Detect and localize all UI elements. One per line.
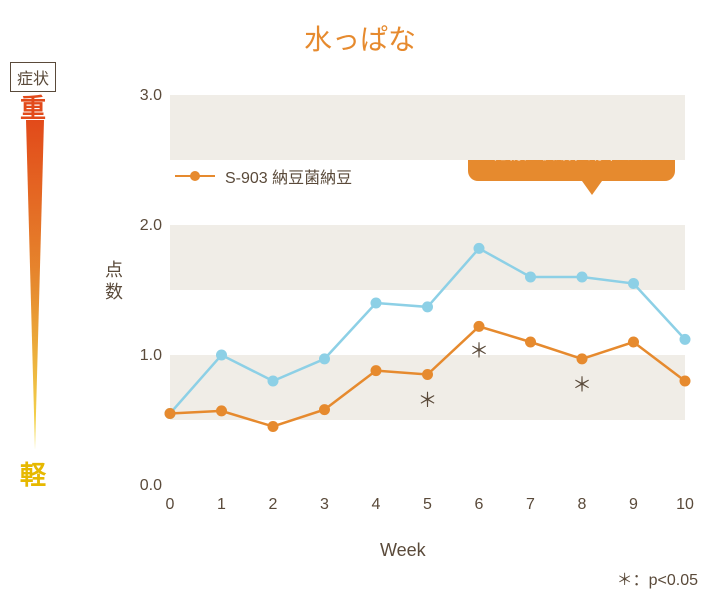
line-chart: 0.0 1.0 2.0 3.0 0 1 2 3 4 5 6 7 8 9 10 ＊ ＊ ＊ bbox=[140, 85, 695, 535]
svg-text:9: 9 bbox=[629, 496, 638, 513]
severity-gradient-icon bbox=[26, 120, 44, 450]
svg-text:1.0: 1.0 bbox=[140, 347, 162, 364]
svg-text:＊: ＊ bbox=[469, 341, 489, 363]
svg-text:2.0: 2.0 bbox=[140, 217, 162, 234]
svg-text:7: 7 bbox=[526, 496, 535, 513]
svg-text:4: 4 bbox=[372, 496, 381, 513]
svg-text:6: 6 bbox=[475, 496, 484, 513]
svg-text:10: 10 bbox=[676, 496, 694, 513]
svg-text:8: 8 bbox=[578, 496, 587, 513]
svg-text:5: 5 bbox=[423, 496, 432, 513]
svg-text:2: 2 bbox=[269, 496, 278, 513]
chart-container: 水っぱな 症状 重 軽 点数 Week ＊：p<0.05 「S-903 納豆菌」… bbox=[0, 0, 720, 600]
svg-text:1: 1 bbox=[217, 496, 226, 513]
x-axis-label: Week bbox=[380, 540, 426, 561]
chart-title: 水っぱな bbox=[0, 0, 720, 58]
svg-text:3: 3 bbox=[320, 496, 329, 513]
footnote: ＊：p<0.05 bbox=[617, 566, 698, 590]
svg-text:＊: ＊ bbox=[418, 390, 438, 412]
svg-text:＊: ＊ bbox=[572, 374, 592, 396]
y-axis-label: 点数 bbox=[100, 260, 126, 304]
svg-text:3.0: 3.0 bbox=[140, 87, 162, 104]
svg-text:0: 0 bbox=[166, 496, 175, 513]
light-label: 軽 bbox=[20, 455, 46, 492]
svg-text:0.0: 0.0 bbox=[140, 477, 162, 494]
